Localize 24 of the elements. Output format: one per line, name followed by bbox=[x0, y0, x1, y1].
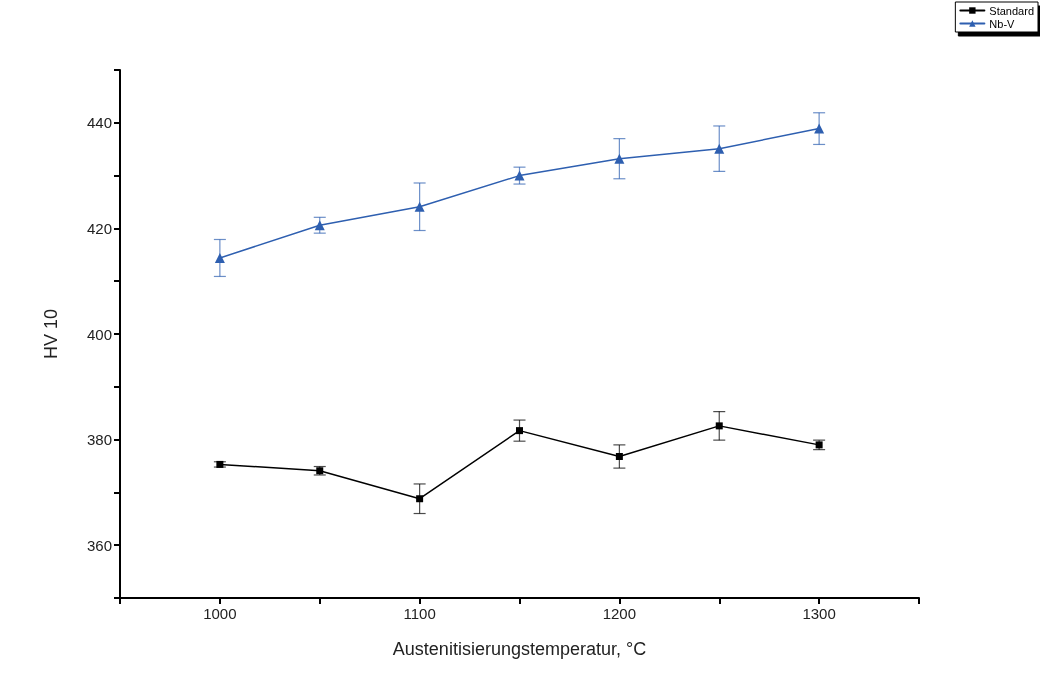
point bbox=[814, 123, 825, 134]
x-tick-label: 1300 bbox=[802, 605, 836, 622]
x-tick-label: 1100 bbox=[403, 605, 436, 622]
x-tick-label: 1000 bbox=[203, 605, 237, 622]
y-tick-label: 420 bbox=[86, 219, 112, 237]
y-axis-title: HV 10 bbox=[41, 308, 61, 360]
x-tick-label: 1200 bbox=[602, 605, 637, 622]
point bbox=[614, 153, 625, 164]
point bbox=[414, 201, 425, 212]
point bbox=[416, 495, 424, 503]
y-tick-label: 440 bbox=[86, 114, 112, 132]
point bbox=[715, 422, 723, 430]
legend-label: Standard bbox=[989, 4, 1035, 17]
legend-label: Nb-V bbox=[989, 17, 1016, 30]
point bbox=[514, 170, 525, 181]
point bbox=[214, 252, 225, 263]
point bbox=[516, 427, 523, 435]
y-tick-label: 360 bbox=[86, 536, 112, 554]
y-tick-label: 400 bbox=[86, 325, 112, 343]
point bbox=[314, 220, 325, 231]
y-tick-label: 380 bbox=[86, 431, 112, 449]
point bbox=[714, 143, 725, 154]
x-axis-title: Austenitisierungstemperatur, °C bbox=[392, 639, 647, 659]
point bbox=[615, 453, 623, 460]
